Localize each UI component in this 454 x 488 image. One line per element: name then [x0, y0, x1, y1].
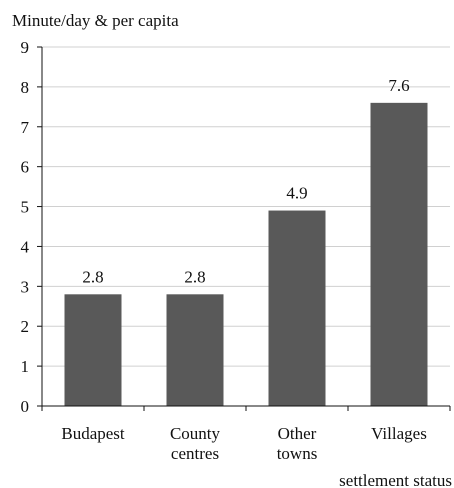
x-tick-label: Villages	[371, 424, 427, 443]
y-axis-label: Minute/day & per capita	[12, 11, 179, 30]
y-tick-label: 0	[21, 397, 30, 416]
x-tick-label: Budapest	[61, 424, 125, 443]
data-labels: 2.8 2.8 4.9 7.6	[82, 76, 409, 286]
y-tick-label: 6	[21, 158, 30, 177]
x-tick-label-line: County	[170, 424, 221, 443]
data-label: 2.8	[184, 267, 205, 286]
bar	[268, 210, 326, 406]
data-label: 4.9	[286, 184, 307, 203]
x-tick-labels: Budapest County centres Other towns Villages	[61, 424, 426, 463]
x-tick-label-line: centres	[171, 444, 219, 463]
y-tick-label: 1	[21, 357, 30, 376]
x-tick-label: County centres	[170, 424, 221, 463]
bar	[370, 102, 428, 406]
y-tick-label: 5	[21, 198, 30, 217]
y-tick-label: 2	[21, 317, 30, 336]
y-tick-label: 7	[21, 118, 30, 137]
y-tick-label: 3	[21, 277, 30, 296]
y-tick-label: 8	[21, 78, 30, 97]
x-tick-label-line: towns	[277, 444, 318, 463]
bars	[64, 102, 428, 406]
data-label: 2.8	[82, 267, 103, 286]
x-tick-label-line: Villages	[371, 424, 427, 443]
x-tick-label-line: Budapest	[61, 424, 125, 443]
x-tick-label-line: Other	[278, 424, 317, 443]
bar	[166, 294, 224, 406]
bar	[64, 294, 122, 406]
data-label: 7.6	[388, 76, 409, 95]
x-axis-label: settlement status	[339, 471, 452, 488]
y-tick-label: 4	[21, 237, 30, 256]
y-tick-label: 9	[21, 38, 30, 57]
x-tick-label: Other towns	[277, 424, 318, 463]
y-tick-labels: 0 1 2 3 4 5 6 7 8 9	[21, 38, 30, 416]
axes	[37, 46, 451, 411]
